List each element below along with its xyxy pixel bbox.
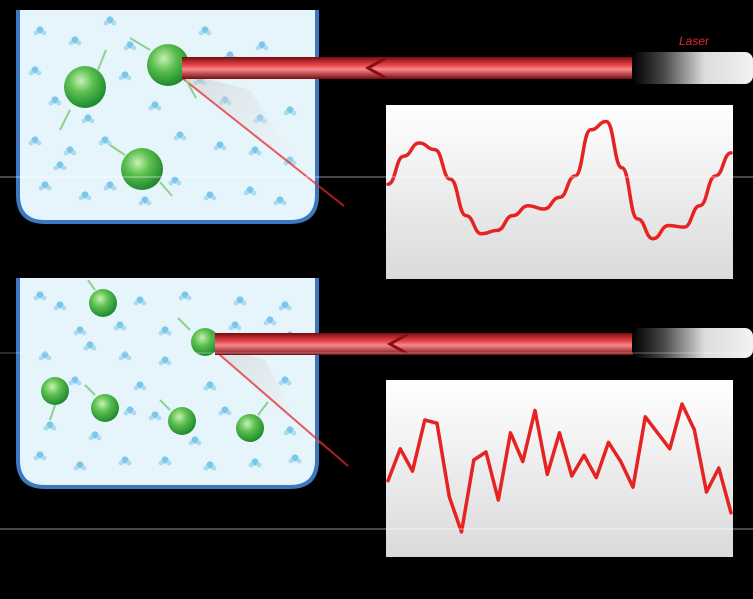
incident-beam-bottom (215, 333, 638, 355)
panel-top: Laser (16, 10, 753, 279)
guide-lines (0, 176, 753, 530)
intensity-trace-top (386, 119, 733, 241)
laser-source-bottom (632, 328, 753, 358)
panel-bottom (16, 278, 753, 557)
laser-source-top (632, 52, 753, 84)
particle-small (236, 414, 264, 442)
particles-top (59, 37, 197, 197)
particle-large (121, 148, 163, 190)
particle-small (91, 394, 119, 422)
particle-small (191, 328, 219, 356)
particle-large (147, 44, 189, 86)
particle-large (64, 66, 106, 108)
laser-label: Laser (679, 34, 710, 48)
particles-bottom (41, 279, 269, 442)
particle-small (89, 289, 117, 317)
particle-small (168, 407, 196, 435)
intensity-plot-top (386, 105, 733, 279)
incident-beam-top (182, 57, 638, 79)
beam-direction-arrow-top (364, 56, 387, 80)
beam-direction-arrow-bottom (386, 332, 409, 356)
scattered-beam-top (171, 69, 345, 207)
particle-small (41, 377, 69, 405)
scattered-beam-bottom (204, 341, 349, 467)
intensity-trace-bottom (386, 402, 733, 534)
